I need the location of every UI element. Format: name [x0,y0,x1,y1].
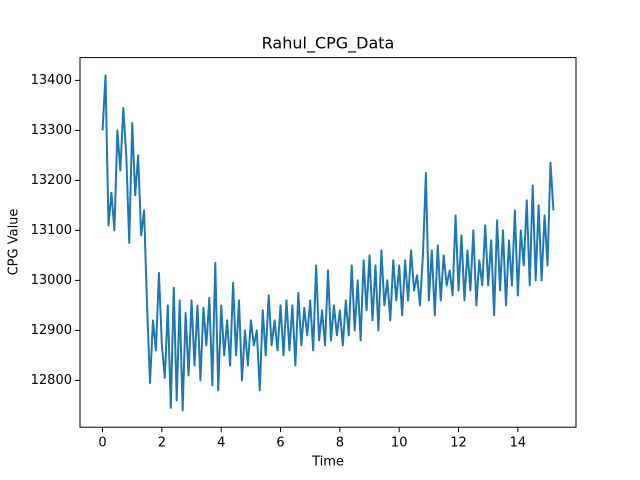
x-tick-label: 8 [336,436,344,451]
x-tick-label: 2 [158,436,166,451]
chart-title: Rahul_CPG_Data [262,34,395,54]
x-tick-label: 0 [98,436,106,451]
y-tick-label: 13200 [31,173,72,188]
x-tick-label: 14 [510,436,527,451]
x-tick-label: 6 [276,436,284,451]
y-tick-label: 12800 [31,373,72,388]
y-axis-label: CPG Value [7,209,22,276]
plot-frame [79,57,577,428]
x-tick-label: 4 [217,436,225,451]
x-axis-label: Time [311,455,344,470]
y-tick-label: 13400 [31,73,72,88]
y-tick-label: 13000 [31,273,72,288]
data-line [101,74,555,412]
y-tick-label: 13300 [31,123,72,138]
y-tick-label: 13100 [31,223,72,238]
y-tick-label: 12900 [31,323,72,338]
x-tick-label: 12 [450,436,467,451]
x-tick-label: 10 [391,436,408,451]
